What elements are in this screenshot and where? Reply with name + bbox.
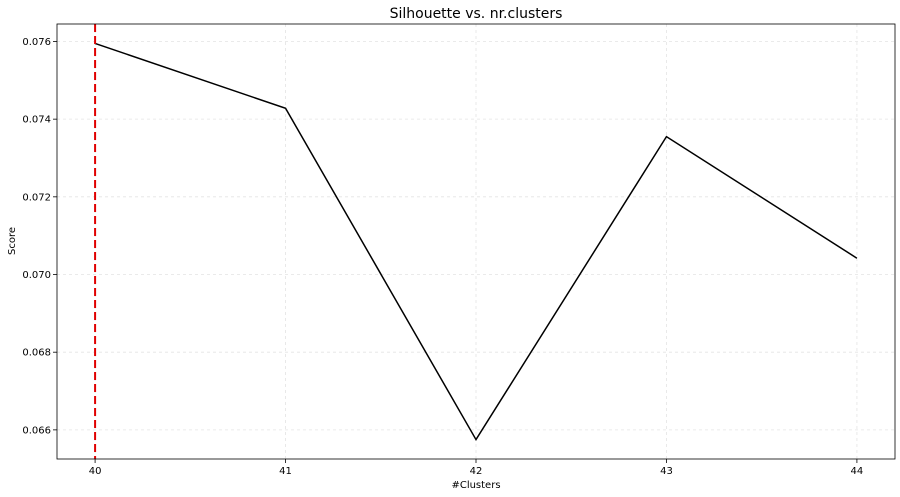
y-tick-label: 0.076 [22, 37, 51, 48]
y-tick-label: 0.074 [22, 115, 51, 126]
y-tick-label: 0.072 [22, 192, 51, 203]
y-tick-label: 0.068 [22, 348, 51, 359]
y-axis-label: Score [7, 227, 18, 255]
x-tick-label: 42 [470, 466, 483, 477]
grid-layer [57, 24, 895, 459]
y-tick-label: 0.070 [22, 270, 51, 281]
x-tick-label: 43 [660, 466, 673, 477]
x-tick-label: 40 [89, 466, 102, 477]
x-tick-label: 44 [851, 466, 864, 477]
x-axis-label: #Clusters [451, 480, 500, 491]
x-tick-label: 41 [279, 466, 292, 477]
chart-title: Silhouette vs. nr.clusters [390, 6, 563, 22]
y-tick-label: 0.066 [22, 425, 51, 436]
tick-layer: 40 41 42 43 44 0.066 0.068 0.070 0.072 0.074 0.076 [22, 37, 863, 477]
